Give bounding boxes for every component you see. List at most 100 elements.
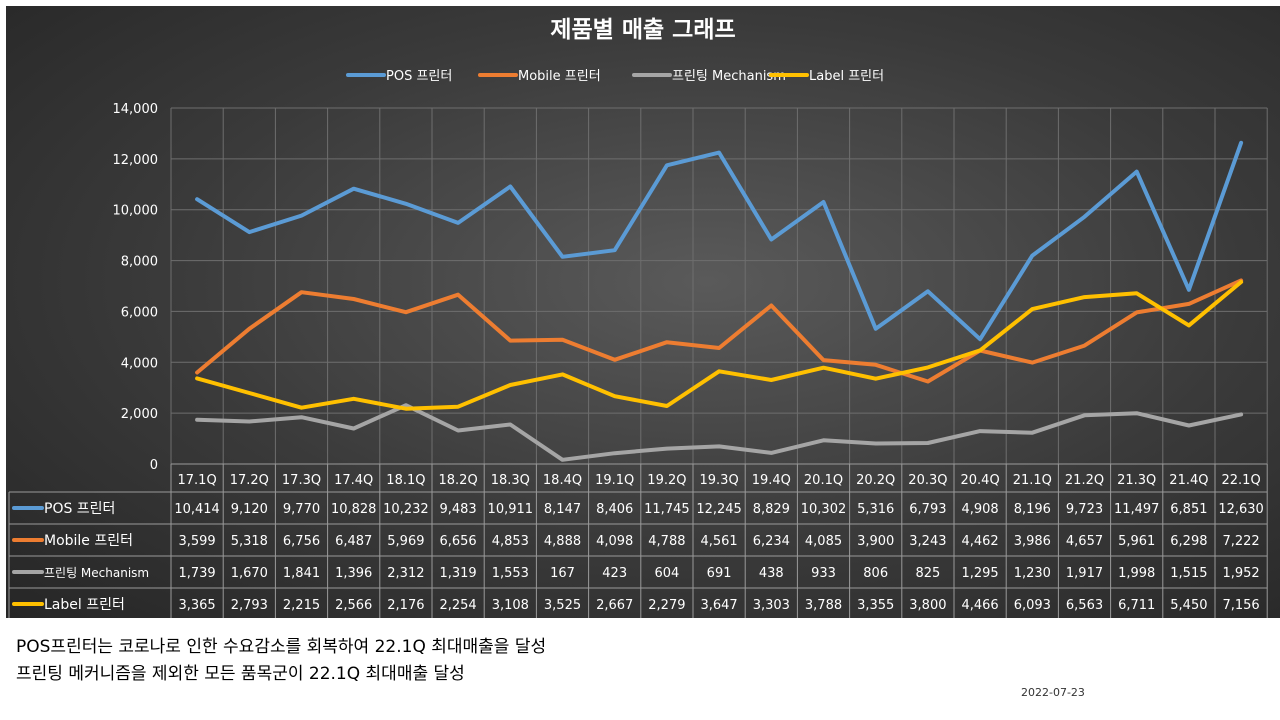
data-label: 6,851 bbox=[1170, 502, 1207, 517]
data-label: 1,670 bbox=[231, 566, 268, 581]
x-tick-label: 18.2Q bbox=[439, 473, 478, 488]
data-label: 1,917 bbox=[1066, 566, 1103, 581]
data-label: 1,952 bbox=[1222, 566, 1259, 581]
legend-entry: Mobile 프린터 bbox=[518, 69, 601, 84]
data-label: 2,215 bbox=[283, 598, 320, 613]
data-label: 3,900 bbox=[857, 534, 894, 549]
data-label: 12,630 bbox=[1218, 502, 1264, 517]
data-label: 1,553 bbox=[492, 566, 529, 581]
data-label: 4,657 bbox=[1066, 534, 1103, 549]
series-line bbox=[195, 140, 1244, 342]
y-tick-label: 0 bbox=[150, 458, 158, 473]
series-line bbox=[195, 280, 1244, 411]
data-label: 12,245 bbox=[696, 502, 742, 517]
caption-line-2: 프린팅 메커니즘을 제외한 모든 품목군이 22.1Q 최대매출 달성 bbox=[16, 664, 465, 684]
data-label: 1,515 bbox=[1170, 566, 1207, 581]
x-tick-label: 17.3Q bbox=[282, 473, 321, 488]
data-label: 3,303 bbox=[753, 598, 790, 613]
data-label: 3,355 bbox=[857, 598, 894, 613]
data-label: 5,969 bbox=[387, 534, 424, 549]
data-label: 4,098 bbox=[596, 534, 633, 549]
data-label: 1,295 bbox=[961, 566, 998, 581]
data-label: 2,566 bbox=[335, 598, 372, 613]
data-label: 3,986 bbox=[1014, 534, 1051, 549]
table-row-label: Label 프린터 bbox=[44, 597, 125, 613]
x-tick-label: 17.4Q bbox=[334, 473, 373, 488]
data-label: 1,998 bbox=[1118, 566, 1155, 581]
x-tick-label: 17.2Q bbox=[230, 473, 269, 488]
data-label: 3,800 bbox=[909, 598, 946, 613]
date-stamp: 2022-07-23 bbox=[1021, 686, 1085, 699]
data-label: 3,525 bbox=[544, 598, 581, 613]
data-label: 8,829 bbox=[753, 502, 790, 517]
data-label: 6,093 bbox=[1014, 598, 1051, 613]
data-label: 9,120 bbox=[231, 502, 268, 517]
y-tick-label: 8,000 bbox=[121, 255, 158, 270]
data-label: 6,487 bbox=[335, 534, 372, 549]
data-label: 3,788 bbox=[805, 598, 842, 613]
data-label: 3,108 bbox=[492, 598, 529, 613]
data-label: 2,176 bbox=[387, 598, 424, 613]
data-label: 1,739 bbox=[178, 566, 215, 581]
data-label: 3,647 bbox=[700, 598, 737, 613]
chart-panel: 제품별 매출 그래프 POS 프린터 Mobile 프린터 프린팅 Mechanism… bbox=[6, 6, 1280, 618]
x-tick-label: 20.2Q bbox=[856, 473, 895, 488]
data-label: 4,462 bbox=[961, 534, 998, 549]
x-tick-label: 19.2Q bbox=[647, 473, 686, 488]
data-label: 7,156 bbox=[1222, 598, 1259, 613]
data-label: 6,656 bbox=[439, 534, 476, 549]
data-label: 10,414 bbox=[174, 502, 220, 517]
data-label: 3,243 bbox=[909, 534, 946, 549]
x-tick-label: 20.4Q bbox=[961, 473, 1000, 488]
x-tick-label: 19.4Q bbox=[752, 473, 791, 488]
data-label: 933 bbox=[811, 566, 836, 581]
data-label: 2,312 bbox=[387, 566, 424, 581]
data-label: 10,302 bbox=[801, 502, 847, 517]
data-label: 6,711 bbox=[1118, 598, 1155, 613]
data-label: 6,234 bbox=[753, 534, 790, 549]
data-label: 2,667 bbox=[596, 598, 633, 613]
data-label: 11,745 bbox=[644, 502, 690, 517]
data-label: 1,230 bbox=[1014, 566, 1051, 581]
data-label: 11,497 bbox=[1114, 502, 1160, 517]
x-tick-label: 22.1Q bbox=[1222, 473, 1261, 488]
data-label: 5,318 bbox=[231, 534, 268, 549]
data-label: 10,232 bbox=[383, 502, 429, 517]
table-row-label: POS 프린터 bbox=[44, 501, 115, 517]
data-label: 9,483 bbox=[439, 502, 476, 517]
data-label: 8,196 bbox=[1014, 502, 1051, 517]
data-label: 4,085 bbox=[805, 534, 842, 549]
x-tick-label: 21.2Q bbox=[1065, 473, 1104, 488]
data-label: 604 bbox=[654, 566, 679, 581]
data-label: 9,723 bbox=[1066, 502, 1103, 517]
x-tick-label: 19.3Q bbox=[700, 473, 739, 488]
data-label: 2,254 bbox=[439, 598, 476, 613]
x-tick-label: 20.1Q bbox=[804, 473, 843, 488]
data-label: 4,466 bbox=[961, 598, 998, 613]
data-label: 167 bbox=[550, 566, 575, 581]
data-label: 2,279 bbox=[648, 598, 685, 613]
y-tick-label: 14,000 bbox=[113, 102, 159, 117]
data-label: 1,396 bbox=[335, 566, 372, 581]
data-label: 5,961 bbox=[1118, 534, 1155, 549]
data-label: 9,770 bbox=[283, 502, 320, 517]
y-tick-label: 6,000 bbox=[121, 305, 158, 320]
data-label: 8,147 bbox=[544, 502, 581, 517]
data-label: 3,365 bbox=[178, 598, 215, 613]
data-label: 825 bbox=[915, 566, 940, 581]
x-tick-label: 21.1Q bbox=[1013, 473, 1052, 488]
data-label: 5,450 bbox=[1170, 598, 1207, 613]
y-tick-label: 10,000 bbox=[113, 204, 159, 219]
x-tick-label: 19.1Q bbox=[595, 473, 634, 488]
series-line bbox=[195, 278, 1244, 384]
chart-title: 제품별 매출 그래프 bbox=[550, 17, 735, 43]
data-label: 5,316 bbox=[857, 502, 894, 517]
data-label: 6,756 bbox=[283, 534, 320, 549]
data-label: 8,406 bbox=[596, 502, 633, 517]
data-label: 691 bbox=[707, 566, 732, 581]
y-tick-label: 2,000 bbox=[121, 407, 158, 422]
data-label: 806 bbox=[863, 566, 888, 581]
data-label: 6,793 bbox=[909, 502, 946, 517]
x-tick-label: 18.1Q bbox=[386, 473, 425, 488]
